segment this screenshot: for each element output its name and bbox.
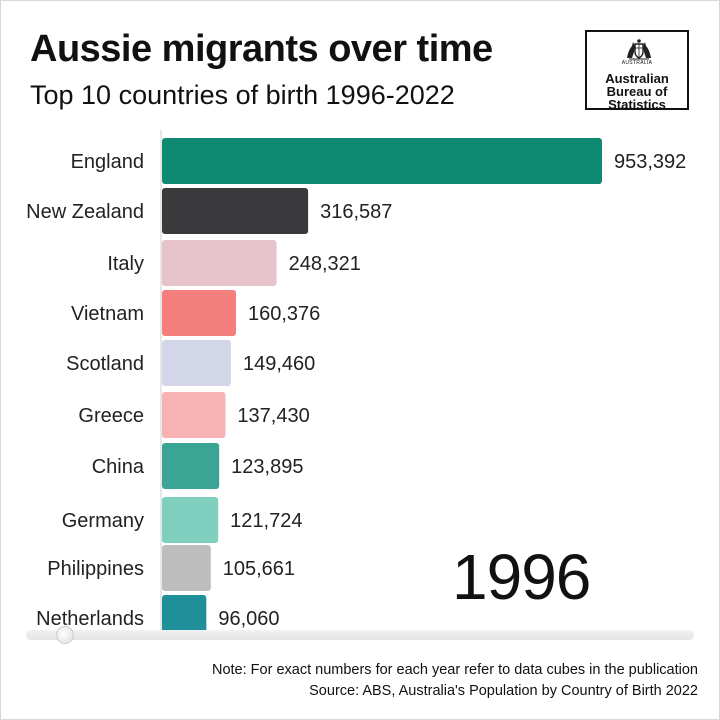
value-label: 137,430 xyxy=(237,405,309,427)
logo-crest-label: AUSTRALIA xyxy=(621,60,653,66)
chart-subtitle: Top 10 countries of birth 1996-2022 xyxy=(30,80,455,110)
category-label: Vietnam xyxy=(71,303,144,325)
bar-philippines xyxy=(162,545,211,591)
footer: Note: For exact numbers for each year re… xyxy=(212,660,698,702)
footer-source: Source: ABS, Australia's Population by C… xyxy=(309,683,698,699)
value-label: 953,392 xyxy=(614,151,686,173)
value-label: 160,376 xyxy=(248,303,320,325)
timeline-scrollbar[interactable] xyxy=(26,626,694,644)
coat-of-arms-icon xyxy=(627,39,651,60)
bar-england xyxy=(162,138,602,184)
category-label: Netherlands xyxy=(36,608,144,630)
value-label: 123,895 xyxy=(231,456,303,478)
bar-italy xyxy=(162,240,277,286)
bar-greece xyxy=(162,392,226,438)
value-label: 316,587 xyxy=(320,201,392,223)
logo-line-2: Bureau of xyxy=(606,84,668,99)
bar-vietnam xyxy=(162,290,237,336)
bar-china xyxy=(162,443,220,489)
bar-germany xyxy=(162,497,219,543)
footer-note: Note: For exact numbers for each year re… xyxy=(211,662,698,678)
category-label: Scotland xyxy=(66,353,144,375)
year-label: 1996 xyxy=(452,541,591,613)
category-label: China xyxy=(92,456,145,478)
bar-chart: England 953,392 New Zealand 316,587 Italy 248… xyxy=(26,130,686,630)
value-label: 248,321 xyxy=(289,253,361,275)
category-label: England xyxy=(71,151,144,173)
logo-text: Australian Bureau of Statistics xyxy=(587,72,687,111)
category-label: New Zealand xyxy=(26,201,144,223)
scrollbar-track[interactable] xyxy=(26,630,694,640)
bar-scotland xyxy=(162,340,231,386)
abs-logo: AUSTRALIA Australian Bureau of Statistic… xyxy=(585,30,689,111)
value-label: 149,460 xyxy=(243,353,315,375)
bar-new-zealand xyxy=(162,188,309,234)
category-label: Greece xyxy=(78,405,144,427)
logo-line-3: Statistics xyxy=(608,97,666,112)
category-label: Italy xyxy=(107,253,144,275)
value-label: 96,060 xyxy=(218,608,279,630)
category-label: Philippines xyxy=(47,558,144,580)
chart-title: Aussie migrants over time xyxy=(30,28,493,70)
logo-line-1: Australian xyxy=(605,71,669,86)
value-label: 121,724 xyxy=(230,510,302,532)
scrollbar-thumb[interactable] xyxy=(56,626,74,644)
category-label: Germany xyxy=(62,510,144,532)
value-label: 105,661 xyxy=(223,558,295,580)
bar-netherlands xyxy=(162,595,207,630)
